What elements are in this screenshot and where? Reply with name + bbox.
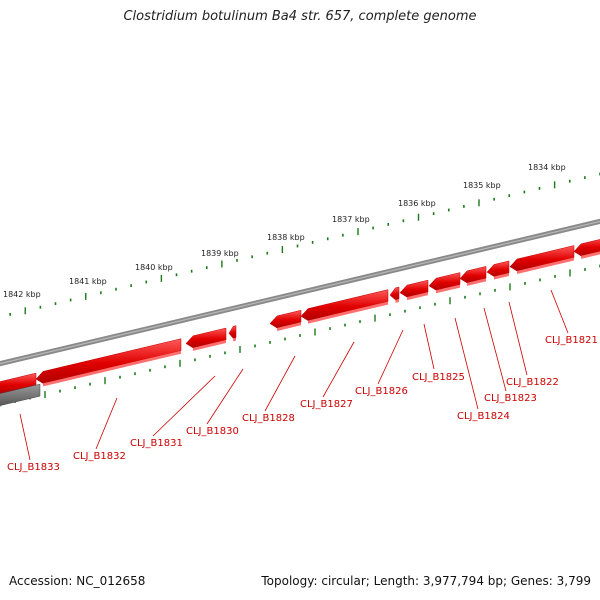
leader-line-clj-b1825 <box>423 323 435 370</box>
leader-line-clj-b1827 <box>322 341 355 398</box>
gene-arrow-clj-b1828-shadow <box>277 322 301 331</box>
kbp-label-1836: 1836 kbp <box>398 199 436 208</box>
gene-arrow-clj-b1828 <box>269 309 302 329</box>
leader-line-clj-b1831 <box>152 375 216 437</box>
gene-arrow-clj-b1822 <box>486 260 510 277</box>
gene-arrow-clj-b1823 <box>459 266 487 284</box>
gene-label-clj-b1831: CLJ_B1831 <box>130 438 183 449</box>
kbp-label-1841: 1841 kbp <box>69 277 107 286</box>
gene-label-clj-b1821: CLJ_B1821 <box>545 335 598 346</box>
gene-arrow-clj-b1833 <box>0 383 41 406</box>
gene-arrow-clj-b1824 <box>428 272 461 291</box>
gene-label-clj-b1827: CLJ_B1827 <box>300 399 353 410</box>
leader-line-clj-b1822 <box>508 301 528 376</box>
leader-line-clj-b1830 <box>206 368 244 425</box>
gene-label-clj-b1822: CLJ_B1822 <box>506 377 559 388</box>
gene-arrow-clj-b1821b <box>573 239 600 257</box>
gene-arrow-clj-b1821-shadow <box>517 257 574 275</box>
leader-line-clj-b1833 <box>19 413 31 461</box>
leader-line-clj-b1826 <box>377 329 404 385</box>
accession-text: Accession: NC_012658 <box>9 574 146 588</box>
leader-line-clj-b1823 <box>483 307 507 392</box>
gene-arrow-clj-b1826-shadow <box>395 299 399 303</box>
gene-label-clj-b1830: CLJ_B1830 <box>186 426 239 437</box>
gene-arrow-clj-b1831 <box>185 327 227 349</box>
kbp-label-1838: 1838 kbp <box>267 233 305 242</box>
gene-label-clj-b1826: CLJ_B1826 <box>355 386 408 397</box>
leader-line-clj-b1832 <box>95 397 118 450</box>
gene-arrow-clj-b1826 <box>389 286 400 301</box>
gene-arrow-clj-b1825 <box>399 279 429 298</box>
kbp-label-1834: 1834 kbp <box>528 163 566 172</box>
leader-line-clj-b1828 <box>264 355 296 412</box>
gene-arrow-clj-b1822-shadow <box>494 272 509 280</box>
gene-label-clj-b1832: CLJ_B1832 <box>73 451 126 462</box>
gene-arrow-clj-b1832-shadow <box>43 350 181 387</box>
gene-arrow-clj-b1821b-shadow <box>581 251 600 259</box>
gene-arrow-clj-b1830-shadow <box>233 337 236 342</box>
kbp-label-1835: 1835 kbp <box>463 181 501 190</box>
leader-line-clj-b1821 <box>550 289 569 334</box>
gene-arrow-clj-b1827 <box>300 289 389 321</box>
gene-arrow-clj-b1830 <box>228 325 237 339</box>
gene-arrow-clj-b1831-shadow <box>193 340 226 351</box>
gene-arrow-clj-b1823-shadow <box>467 278 486 286</box>
gene-arrow-clj-b1825-shadow <box>407 292 428 301</box>
gene-arrow-clj-b1832 <box>35 338 182 384</box>
gene-arrow-clj-b1827-shadow <box>308 301 388 324</box>
gene-label-clj-b1833: CLJ_B1833 <box>7 462 60 473</box>
gene-label-clj-b1824: CLJ_B1824 <box>457 411 510 422</box>
kbp-label-1837: 1837 kbp <box>332 215 370 224</box>
leader-line-clj-b1824 <box>454 317 479 410</box>
kbp-label-1840: 1840 kbp <box>135 263 173 272</box>
gene-label-clj-b1823: CLJ_B1823 <box>484 393 537 404</box>
genome-backbone-highlight <box>0 220 600 365</box>
gene-label-clj-b1828: CLJ_B1828 <box>242 413 295 424</box>
gene-arrow-clj-b1824-shadow <box>436 284 460 294</box>
kbp-label-1839: 1839 kbp <box>201 249 239 258</box>
gene-label-clj-b1825: CLJ_B1825 <box>412 372 465 383</box>
topology-summary: Topology: circular; Length: 3,977,794 bp… <box>261 574 591 588</box>
map-title: Clostridium botulinum Ba4 str. 657, comp… <box>123 9 477 24</box>
kbp-label-1842: 1842 kbp <box>3 290 41 299</box>
gene-arrow-clj-b1832b <box>0 372 37 394</box>
